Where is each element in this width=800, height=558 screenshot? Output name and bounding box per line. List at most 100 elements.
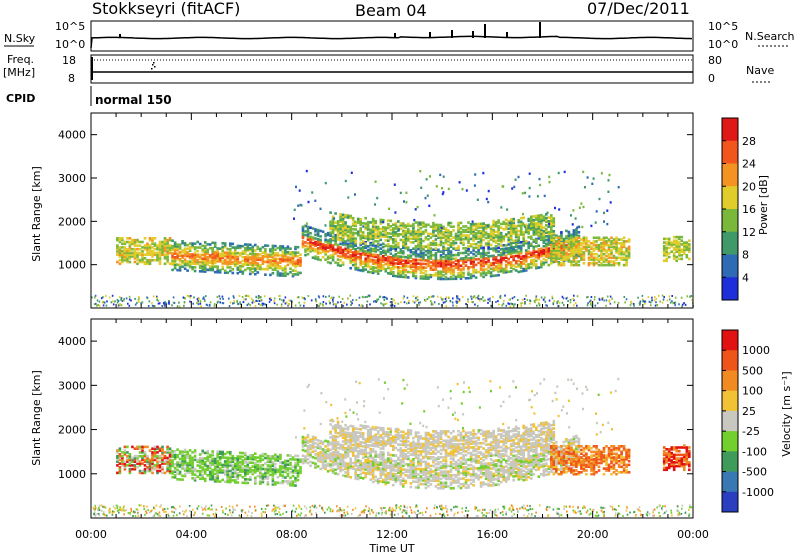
- echo-cell: [663, 241, 666, 244]
- echo-cell: [668, 256, 671, 259]
- echo-cell: [262, 464, 265, 467]
- echo-cell: [334, 221, 337, 224]
- echo-cell: [274, 245, 277, 248]
- echo-cell: [179, 244, 182, 247]
- ground-echo: [206, 304, 208, 306]
- echo-cell: [144, 253, 147, 256]
- ground-echo: [214, 303, 216, 305]
- ground-echo: [375, 300, 377, 302]
- echo-cell: [237, 472, 240, 475]
- ground-echo: [332, 299, 334, 301]
- ground-echo: [529, 303, 531, 305]
- ground-echo: [383, 305, 385, 307]
- echo-cell: [156, 455, 159, 458]
- echo-cell: [136, 446, 139, 449]
- ground-echo: [252, 302, 254, 304]
- echo-cell: [244, 478, 247, 481]
- echo-cell: [211, 247, 214, 250]
- nsearch-tick-low: 10^0: [708, 38, 738, 51]
- echo-cell: [282, 267, 285, 270]
- ground-echo: [274, 298, 276, 300]
- ground-echo: [123, 299, 125, 301]
- echo-cell: [116, 244, 119, 247]
- echo-cell: [457, 245, 460, 248]
- echo-cell: [262, 468, 265, 471]
- echo-cell: [390, 245, 393, 248]
- echo-cell: [374, 240, 377, 243]
- ground-echo: [630, 304, 632, 306]
- echo-cell: [430, 247, 433, 250]
- echo-cell: [357, 256, 360, 259]
- echo-cell: [450, 238, 453, 241]
- echo-cell: [472, 257, 475, 260]
- echo-cell: [558, 257, 561, 260]
- echo-cell: [295, 186, 297, 188]
- ground-echo: [121, 298, 123, 300]
- echo-cell: [362, 225, 364, 227]
- echo-cell: [269, 248, 272, 251]
- echo-cell: [367, 271, 370, 274]
- echo-cell: [583, 251, 586, 254]
- ground-echo: [346, 304, 348, 306]
- echo-cell: [543, 245, 546, 248]
- ground-echo: [667, 300, 669, 302]
- ground-echo: [425, 299, 427, 301]
- ground-echo: [577, 295, 579, 297]
- ground-echo: [497, 300, 499, 302]
- echo-cell: [314, 436, 317, 439]
- ground-echo: [551, 296, 553, 298]
- echo-cell: [688, 258, 691, 261]
- echo-cell: [299, 466, 302, 469]
- echo-cell: [151, 472, 154, 475]
- echo-cell: [219, 456, 222, 459]
- ground-echo: [391, 298, 393, 300]
- ground-echo: [563, 304, 565, 306]
- echo-cell: [487, 201, 489, 203]
- echo-cell: [254, 452, 257, 455]
- echo-cell: [482, 172, 484, 174]
- ground-echo: [386, 303, 388, 305]
- echo-cell: [618, 238, 621, 241]
- echo-cell: [462, 188, 464, 190]
- echo-cell: [337, 258, 340, 261]
- echo-cell: [462, 229, 465, 232]
- echo-cell: [239, 265, 242, 268]
- echo-cell: [126, 464, 129, 467]
- echo-cell: [126, 455, 129, 458]
- ground-echo: [350, 295, 352, 297]
- echo-cell: [237, 245, 240, 248]
- echo-cell: [385, 250, 388, 253]
- echo-cell: [550, 237, 553, 240]
- echo-cell: [575, 217, 577, 219]
- echo-cell: [264, 261, 267, 264]
- echo-cell: [668, 247, 671, 250]
- echo-cell: [324, 233, 327, 236]
- ground-echo: [161, 305, 163, 307]
- echo-cell: [380, 244, 383, 247]
- echo-cell: [402, 239, 405, 242]
- echo-cell: [455, 263, 458, 266]
- ground-echo: [177, 305, 179, 307]
- echo-cell: [287, 251, 290, 254]
- echo-cell: [317, 439, 320, 442]
- echo-cell: [382, 255, 385, 258]
- echo-cell: [540, 248, 543, 251]
- echo-cell: [395, 238, 398, 241]
- echo-cell: [440, 236, 443, 239]
- echo-cell: [287, 460, 290, 463]
- ground-echo: [352, 299, 354, 301]
- echo-cell: [400, 222, 403, 225]
- echo-cell: [598, 244, 601, 247]
- echo-cell: [430, 250, 433, 253]
- echo-cell: [347, 225, 350, 228]
- echo-cell: [297, 271, 300, 274]
- echo-cell: [442, 260, 445, 263]
- echo-cell: [560, 237, 563, 240]
- echo-cell: [488, 190, 490, 192]
- echo-cell: [437, 244, 440, 247]
- echo-cell: [513, 186, 515, 188]
- echo-cell: [457, 234, 460, 237]
- ground-echo: [245, 295, 247, 297]
- echo-cell: [292, 269, 295, 272]
- echo-cell: [432, 240, 435, 243]
